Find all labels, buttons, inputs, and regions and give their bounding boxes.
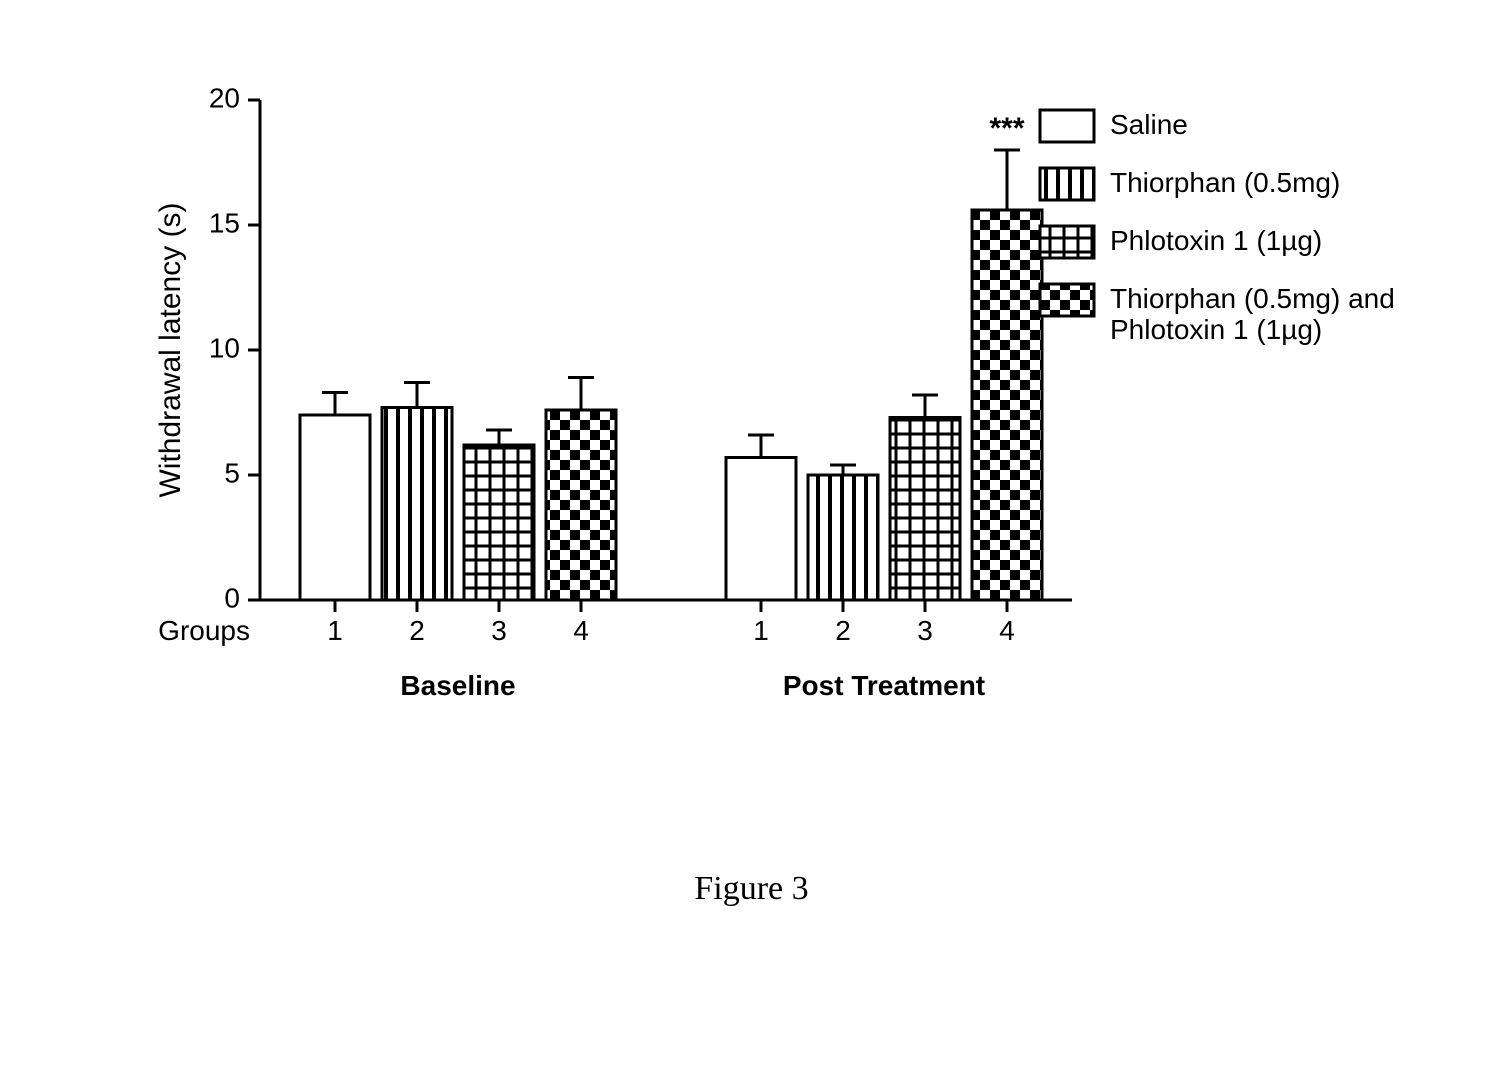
svg-text:5: 5 — [224, 457, 240, 488]
svg-text:Post Treatment: Post Treatment — [783, 670, 985, 701]
svg-text:1: 1 — [327, 615, 343, 646]
svg-text:***: *** — [989, 112, 1024, 145]
bar — [300, 415, 370, 600]
svg-text:4: 4 — [573, 615, 589, 646]
legend-swatch — [1040, 226, 1094, 258]
legend-swatch — [1040, 110, 1094, 142]
bar — [972, 210, 1042, 600]
svg-text:10: 10 — [209, 332, 240, 363]
legend-swatch — [1040, 284, 1094, 316]
bar — [382, 408, 452, 601]
svg-text:Withdrawal latency (s): Withdrawal latency (s) — [154, 202, 187, 497]
svg-text:3: 3 — [917, 615, 933, 646]
svg-text:3: 3 — [491, 615, 507, 646]
figure-caption: Figure 3 — [0, 870, 1503, 908]
bar — [546, 410, 616, 600]
bar — [464, 445, 534, 600]
legend-label: Saline — [1110, 109, 1188, 140]
legend-label: Thiorphan (0.5mg) — [1110, 167, 1340, 198]
bar — [890, 418, 960, 601]
legend-label: Phlotoxin 1 (1µg) — [1110, 225, 1322, 256]
svg-text:Baseline: Baseline — [400, 670, 515, 701]
page: 0 5 10 15 20 Withdrawal latency (s) 1 2 3 4 Baseli… — [0, 0, 1503, 1065]
svg-text:0: 0 — [224, 582, 240, 613]
svg-text:2: 2 — [409, 615, 425, 646]
bar — [808, 475, 878, 600]
legend-swatch — [1040, 168, 1094, 200]
svg-text:2: 2 — [835, 615, 851, 646]
svg-text:15: 15 — [209, 207, 240, 238]
svg-text:4: 4 — [999, 615, 1015, 646]
svg-text:20: 20 — [209, 82, 240, 113]
svg-text:Groups: Groups — [158, 615, 250, 646]
bar — [726, 458, 796, 601]
legend-label: Thiorphan (0.5mg) andPhlotoxin 1 (1µg) — [1110, 283, 1395, 345]
withdrawal-latency-chart: 0 5 10 15 20 Withdrawal latency (s) 1 2 3 4 Baseli… — [0, 0, 1503, 820]
svg-text:1: 1 — [753, 615, 769, 646]
